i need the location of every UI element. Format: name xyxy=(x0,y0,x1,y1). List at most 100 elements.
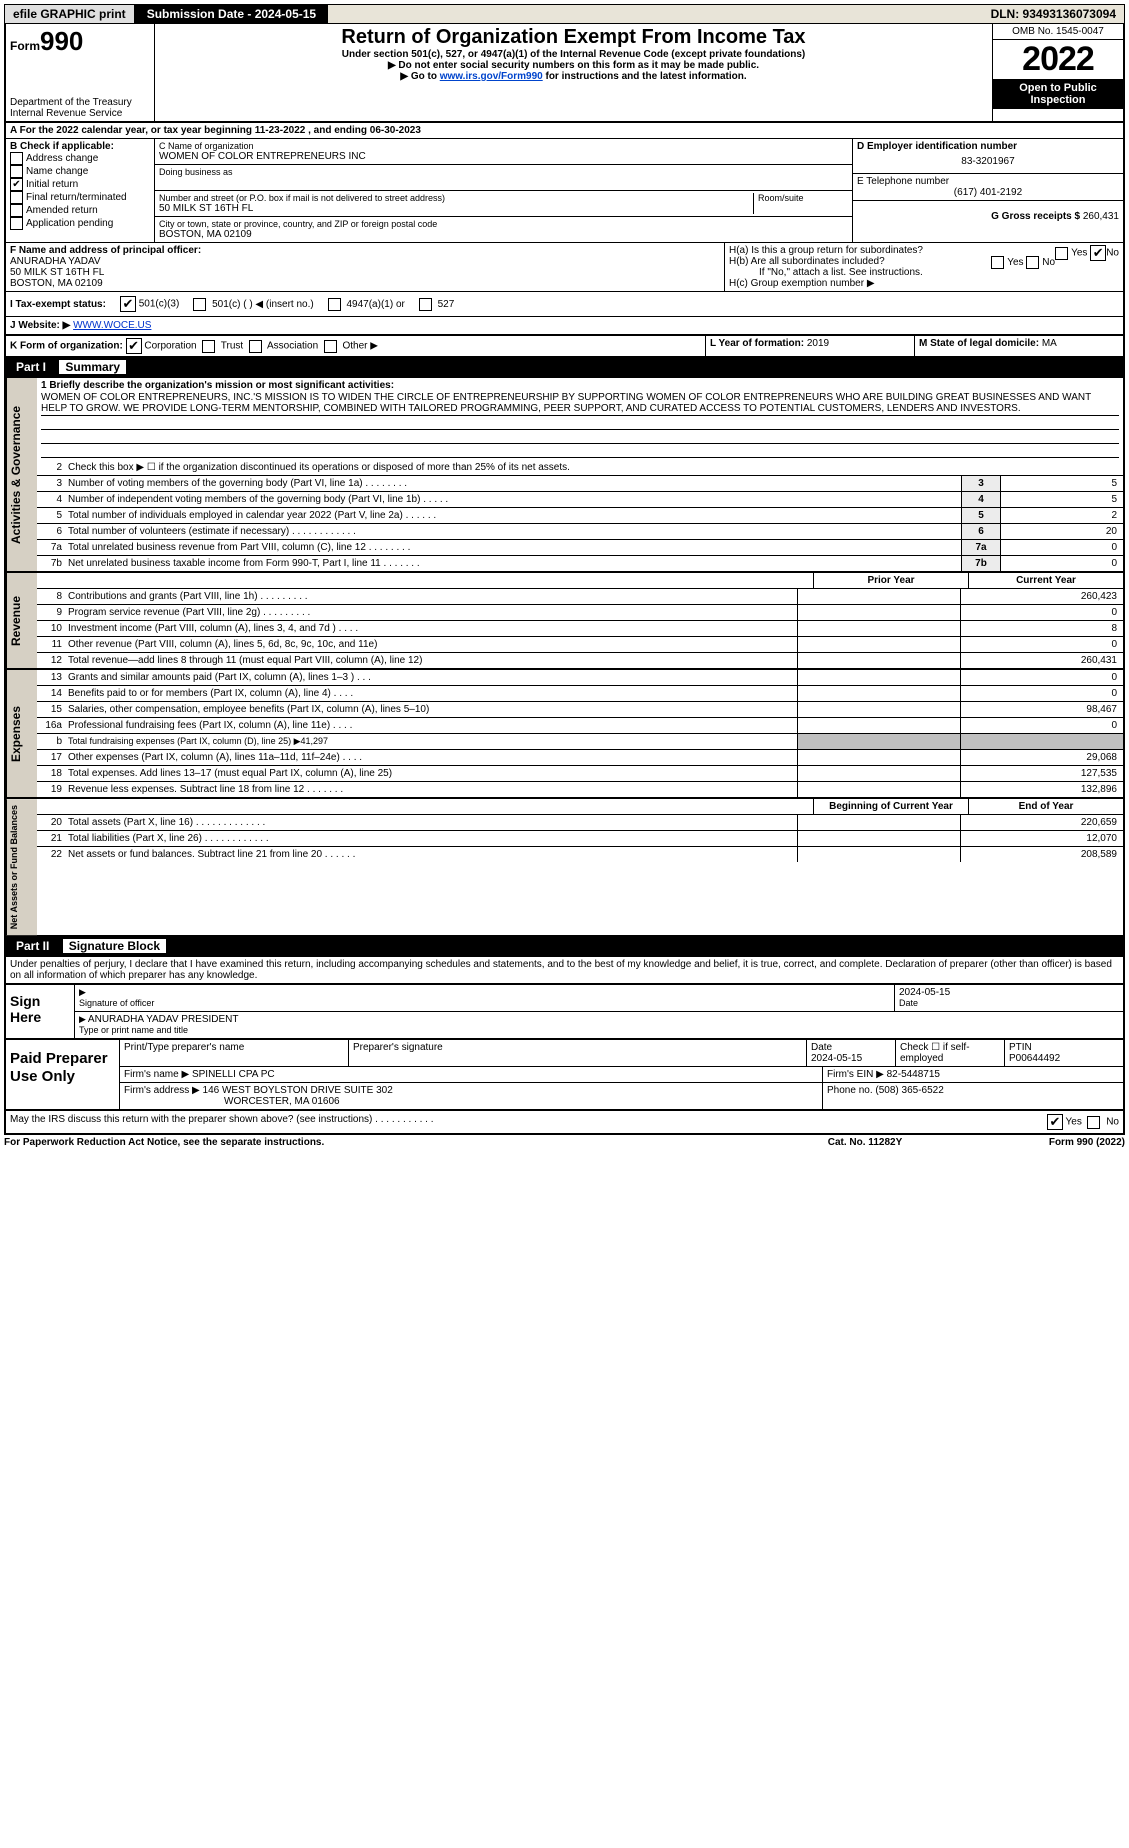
omb-number: OMB No. 1545-0047 xyxy=(993,24,1123,40)
header-block: A For the 2022 calendar year, or tax yea… xyxy=(4,123,1125,336)
firm-addr1: 146 WEST BOYLSTON DRIVE SUITE 302 xyxy=(203,1085,393,1096)
lbl-4947: 4947(a)(1) or xyxy=(346,299,404,310)
firm-name: SPINELLI CPA PC xyxy=(192,1069,275,1080)
tax-year: 2022 xyxy=(993,40,1123,79)
topbar: efile GRAPHIC print Submission Date - 20… xyxy=(4,4,1125,24)
firm-ein: 82-5448715 xyxy=(887,1069,940,1080)
line-6: Total number of volunteers (estimate if … xyxy=(65,524,961,539)
goto-post: for instructions and the latest informat… xyxy=(543,71,747,82)
cb-name[interactable] xyxy=(10,165,23,178)
prep-name-hdr: Print/Type preparer's name xyxy=(120,1040,349,1066)
part2-header: Part II Signature Block xyxy=(4,937,1125,957)
may-no[interactable] xyxy=(1087,1116,1100,1129)
cb-527[interactable] xyxy=(419,298,432,311)
hb-yes-lbl: Yes xyxy=(1007,257,1023,268)
may-yes[interactable] xyxy=(1047,1114,1063,1130)
cb-assoc[interactable] xyxy=(249,340,262,353)
cb-amend[interactable] xyxy=(10,204,23,217)
cb-corp[interactable] xyxy=(126,338,142,354)
prep-self-hdr: Check ☐ if self-employed xyxy=(896,1040,1005,1066)
ha-no[interactable] xyxy=(1090,245,1106,261)
addr-lbl: Number and street (or P.O. box if mail i… xyxy=(159,193,753,203)
efile-label: efile GRAPHIC print xyxy=(5,5,135,23)
cb-4947[interactable] xyxy=(328,298,341,311)
l-lbl: L Year of formation: xyxy=(710,338,804,349)
hc-lbl: H(c) Group exemption number ▶ xyxy=(729,278,1119,289)
val-3: 5 xyxy=(1001,476,1123,491)
i-lbl: I Tax-exempt status: xyxy=(10,299,106,310)
sig-date: 2024-05-15 xyxy=(899,987,950,998)
lbl-trust: Trust xyxy=(221,341,243,352)
cb-501c[interactable] xyxy=(193,298,206,311)
form-prefix: Form xyxy=(10,39,40,53)
lbl-address: Address change xyxy=(26,153,98,164)
klm-row: K Form of organization: Corporation Trus… xyxy=(4,336,1125,358)
line-14: Benefits paid to or for members (Part IX… xyxy=(65,686,797,701)
line-22: Net assets or fund balances. Subtract li… xyxy=(65,847,797,862)
dept-irs: Internal Revenue Service xyxy=(10,108,150,119)
lbl-527: 527 xyxy=(438,299,455,310)
prior-hdr: Prior Year xyxy=(813,573,968,588)
sig-officer-lbl: Signature of officer xyxy=(79,998,154,1008)
form-number: 990 xyxy=(40,26,83,56)
cb-app[interactable] xyxy=(10,217,23,230)
mission-lbl: 1 Briefly describe the organization's mi… xyxy=(41,380,1119,391)
cb-trust[interactable] xyxy=(202,340,215,353)
val-7a: 0 xyxy=(1001,540,1123,555)
may-yes-lbl: Yes xyxy=(1066,1117,1082,1128)
cb-501c3[interactable] xyxy=(120,296,136,312)
row-a-calendar: A For the 2022 calendar year, or tax yea… xyxy=(6,123,1123,139)
val-17: 29,068 xyxy=(960,750,1123,765)
org-street: 50 MILK ST 16TH FL xyxy=(159,203,753,214)
val-8: 260,423 xyxy=(960,589,1123,604)
prep-date: 2024-05-15 xyxy=(811,1053,862,1064)
goto-pre: ▶ Go to xyxy=(400,71,439,82)
val-20: 220,659 xyxy=(960,815,1123,830)
line-3: Number of voting members of the governin… xyxy=(65,476,961,491)
end-hdr: End of Year xyxy=(968,799,1123,814)
ha-no-lbl: No xyxy=(1106,248,1119,259)
val-13: 0 xyxy=(960,670,1123,685)
val-18: 127,535 xyxy=(960,766,1123,781)
cb-other[interactable] xyxy=(324,340,337,353)
val-6: 20 xyxy=(1001,524,1123,539)
ptin-hdr: PTIN xyxy=(1009,1042,1032,1053)
cb-final[interactable] xyxy=(10,191,23,204)
phone: (617) 401-2192 xyxy=(857,187,1119,198)
may-irs-row: May the IRS discuss this return with the… xyxy=(4,1111,1125,1135)
e-lbl: E Telephone number xyxy=(857,176,1119,187)
hb-yes[interactable] xyxy=(991,256,1004,269)
irs-link[interactable]: www.irs.gov/Form990 xyxy=(440,71,543,82)
org-city: BOSTON, MA 02109 xyxy=(159,229,848,240)
lbl-final: Final return/terminated xyxy=(26,192,127,203)
part2-title: Signature Block xyxy=(63,939,166,953)
sig-date-lbl: Date xyxy=(899,998,918,1008)
vtab-gov: Activities & Governance xyxy=(6,378,37,571)
footer-left: For Paperwork Reduction Act Notice, see … xyxy=(4,1137,765,1148)
cb-address[interactable] xyxy=(10,152,23,165)
line-4: Number of independent voting members of … xyxy=(65,492,961,507)
vtab-exp: Expenses xyxy=(6,670,37,797)
officer-signed: ANURADHA YADAV PRESIDENT xyxy=(88,1014,239,1025)
subtitle-1: Under section 501(c), 527, or 4947(a)(1)… xyxy=(161,49,986,60)
vtab-rev: Revenue xyxy=(6,573,37,668)
footer: For Paperwork Reduction Act Notice, see … xyxy=(4,1135,1125,1150)
firm-phone: (508) 365-6522 xyxy=(875,1085,943,1096)
ha-yes[interactable] xyxy=(1055,247,1068,260)
val-21: 12,070 xyxy=(960,831,1123,846)
lbl-corp: Corporation xyxy=(144,341,196,352)
revenue-section: Revenue Prior YearCurrent Year 8Contribu… xyxy=(4,573,1125,670)
expenses-section: Expenses 13Grants and similar amounts pa… xyxy=(4,670,1125,799)
val-16a: 0 xyxy=(960,718,1123,733)
ha-lbl: H(a) Is this a group return for subordin… xyxy=(729,245,923,256)
c-name-lbl: C Name of organization xyxy=(159,141,848,151)
website-link[interactable]: WWW.WOCE.US xyxy=(73,320,151,331)
hb-no[interactable] xyxy=(1026,256,1039,269)
officer-addr1: 50 MILK ST 16TH FL xyxy=(10,267,720,278)
cb-initial[interactable] xyxy=(10,178,23,191)
j-lbl: J Website: ▶ xyxy=(10,320,70,331)
firm-phone-lbl: Phone no. xyxy=(827,1085,873,1096)
hb-no-lbl: No xyxy=(1042,257,1055,268)
may-no-lbl: No xyxy=(1106,1117,1119,1128)
line-12: Total revenue—add lines 8 through 11 (mu… xyxy=(65,653,797,668)
